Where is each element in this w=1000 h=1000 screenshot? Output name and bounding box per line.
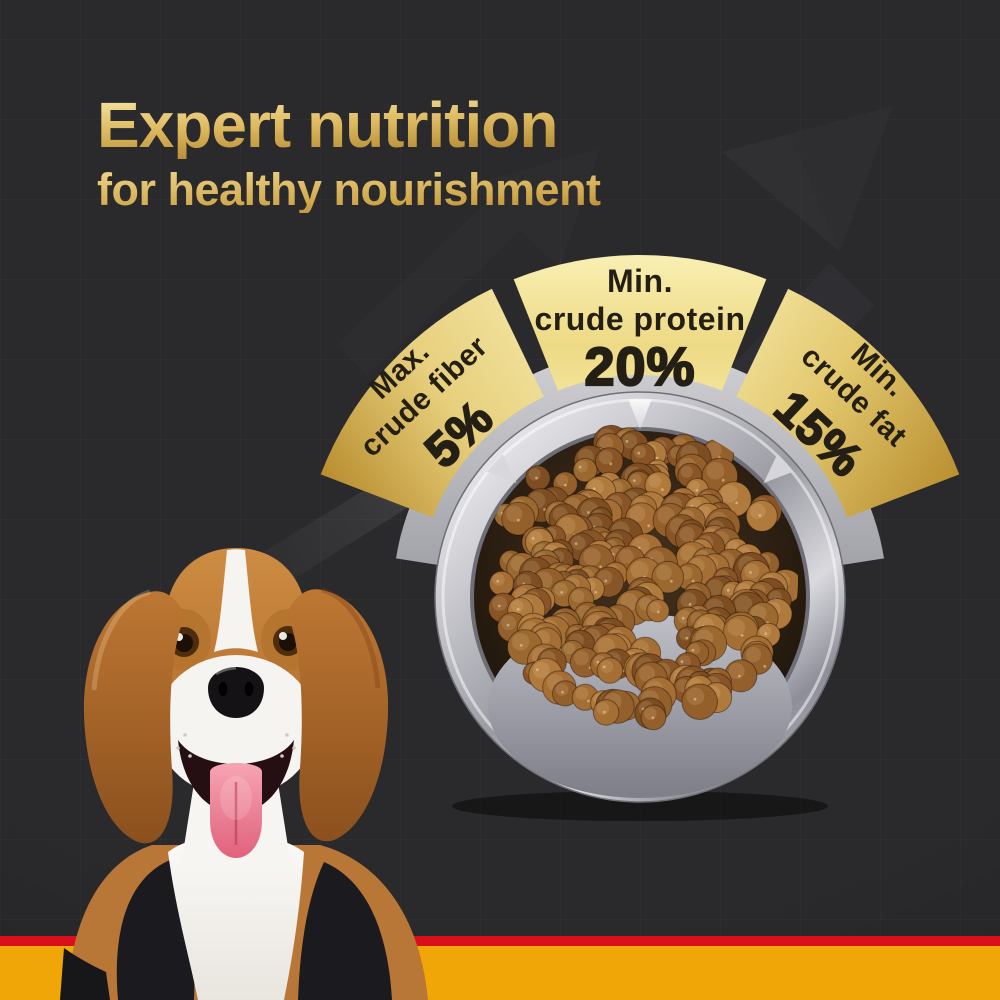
gauge-segment-crude-fat <box>736 288 960 518</box>
gauge-label-crude-protein: Min. crude protein 20% <box>535 263 746 398</box>
segment-value: 20% <box>584 337 695 397</box>
gauge-segment-crude-fiber <box>320 288 544 518</box>
kibble <box>488 424 798 731</box>
brand-stripe-red <box>0 936 1000 946</box>
segment-nutrient: crude protein <box>535 301 746 337</box>
headline-block: Expert nutrition for healthy nourishment <box>97 92 601 213</box>
page-title: Expert nutrition <box>97 92 601 159</box>
gauge-pointer-icon <box>763 454 794 484</box>
gauge-segment-crude-protein <box>513 255 767 391</box>
small-arrow-icon <box>336 148 600 376</box>
gauge-pointer-icon <box>628 399 652 429</box>
dog-food-bowl <box>434 391 846 821</box>
segment-qualifier: Min. <box>607 263 673 299</box>
page-subtitle: for healthy nourishment <box>97 163 601 215</box>
beagle-figure <box>60 548 428 1000</box>
gauge-pointer-icon <box>486 454 517 484</box>
